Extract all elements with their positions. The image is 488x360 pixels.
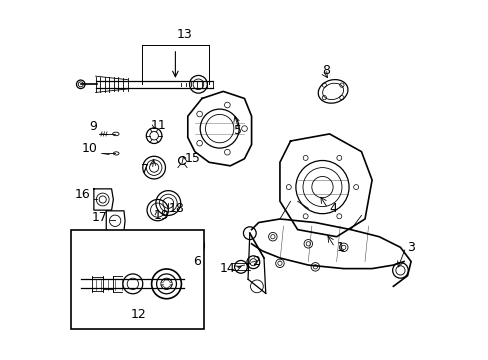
Text: 3: 3: [407, 241, 415, 254]
Text: 11: 11: [150, 118, 166, 131]
Text: 4: 4: [329, 202, 337, 215]
Text: 6: 6: [193, 255, 201, 268]
Text: 7: 7: [141, 163, 148, 176]
Text: 1: 1: [336, 241, 344, 254]
Text: 2: 2: [252, 255, 260, 268]
Text: 14: 14: [220, 262, 235, 275]
Text: 8: 8: [322, 64, 330, 77]
Text: 12: 12: [130, 308, 146, 321]
Text: 16: 16: [74, 188, 90, 201]
Bar: [71, 230, 203, 329]
Text: 18: 18: [168, 202, 184, 215]
Text: 10: 10: [81, 141, 97, 154]
Text: 9: 9: [89, 120, 97, 133]
Text: 19: 19: [154, 209, 169, 222]
Text: 5: 5: [233, 124, 242, 137]
Text: 13: 13: [176, 28, 192, 41]
Text: 15: 15: [184, 152, 200, 165]
Circle shape: [182, 234, 204, 257]
Text: 17: 17: [92, 211, 108, 224]
